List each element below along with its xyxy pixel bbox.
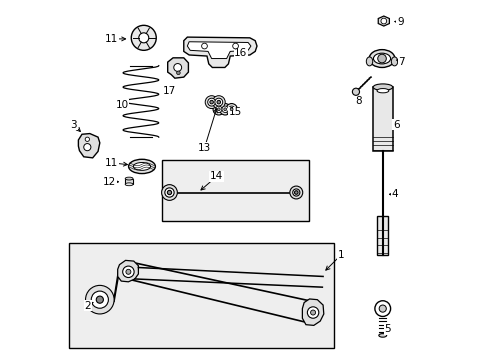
Polygon shape [183,37,257,67]
Polygon shape [118,260,138,282]
Bar [69,243,333,348]
Text: 12: 12 [102,177,116,187]
Circle shape [222,106,228,112]
Circle shape [213,104,224,115]
Ellipse shape [133,162,150,170]
Bar [372,87,392,152]
Circle shape [310,310,315,315]
Bar [162,160,308,221]
Text: 4: 4 [390,189,397,199]
Circle shape [207,98,215,106]
Text: 6: 6 [392,120,399,130]
Circle shape [85,137,89,141]
Circle shape [374,301,390,316]
Ellipse shape [378,334,386,337]
Polygon shape [167,58,188,78]
Circle shape [224,108,226,111]
Circle shape [85,285,114,314]
Circle shape [201,43,207,49]
Ellipse shape [376,89,388,93]
Circle shape [215,106,222,112]
Ellipse shape [373,53,390,64]
Circle shape [214,98,222,106]
Circle shape [167,190,171,195]
Circle shape [139,33,148,43]
Polygon shape [378,16,388,26]
Circle shape [228,106,234,112]
Text: 5: 5 [383,324,390,334]
Text: 10: 10 [116,100,129,110]
Ellipse shape [125,177,133,180]
Circle shape [219,104,230,115]
Text: 16: 16 [234,48,247,58]
Circle shape [96,296,103,303]
Circle shape [217,108,220,111]
Text: 3: 3 [70,120,77,130]
Circle shape [289,186,302,199]
Ellipse shape [368,50,394,67]
Text: 13: 13 [198,143,211,153]
Bar [125,179,133,184]
Ellipse shape [125,183,133,186]
Circle shape [378,305,386,312]
Text: 15: 15 [228,107,242,117]
Circle shape [164,188,174,197]
Circle shape [176,71,180,75]
Circle shape [122,266,134,278]
Text: 11: 11 [105,34,118,44]
Text: 1: 1 [337,250,344,260]
Circle shape [209,100,213,104]
Circle shape [91,291,108,308]
Circle shape [217,100,220,104]
Polygon shape [78,134,100,158]
Circle shape [380,18,386,24]
Circle shape [212,96,225,109]
Circle shape [352,88,359,95]
Polygon shape [187,42,250,59]
Text: 11: 11 [105,158,118,168]
Circle shape [83,144,91,151]
Circle shape [162,185,177,201]
Circle shape [131,25,156,50]
Bar [376,216,387,255]
Ellipse shape [390,57,397,66]
Text: 9: 9 [396,17,403,27]
Circle shape [230,108,233,111]
Circle shape [125,269,131,274]
Circle shape [225,104,237,115]
Circle shape [292,189,299,196]
Text: 14: 14 [209,171,223,181]
Circle shape [294,191,298,194]
Circle shape [232,43,238,49]
Ellipse shape [173,64,181,71]
Polygon shape [302,299,323,325]
Circle shape [205,96,218,109]
Ellipse shape [372,84,392,90]
Text: 7: 7 [398,57,404,67]
Ellipse shape [128,159,155,174]
Text: 8: 8 [354,96,361,107]
Text: 17: 17 [163,86,176,96]
Circle shape [307,307,318,318]
Ellipse shape [366,57,372,66]
Text: 2: 2 [84,301,91,311]
Circle shape [377,54,386,63]
